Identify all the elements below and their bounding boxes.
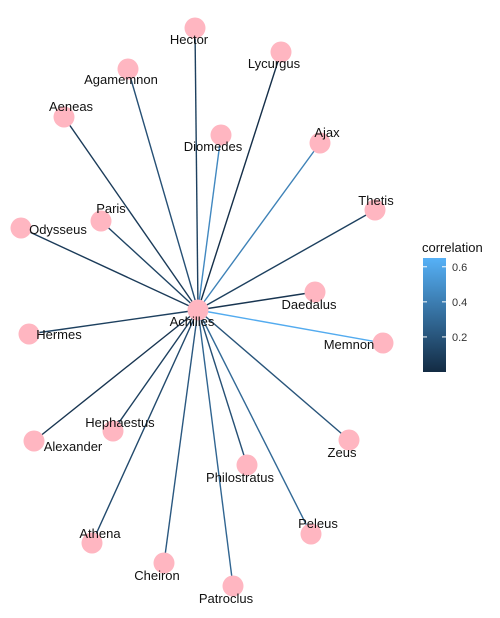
node-diomedes xyxy=(210,124,232,146)
label-memnon: Memnon xyxy=(324,337,375,352)
node-cheiron xyxy=(153,552,175,574)
edge-achilles-zeus xyxy=(197,309,350,441)
node-lycurgus xyxy=(270,41,292,63)
label-achilles: Achilles xyxy=(170,314,215,329)
edge-achilles-alexander xyxy=(33,309,199,442)
label-peleus: Peleus xyxy=(298,516,338,531)
edge-achilles-hector xyxy=(194,27,199,311)
label-thetis: Thetis xyxy=(358,193,394,208)
edge-achilles-daedalus xyxy=(197,291,316,311)
edge-achilles-odysseus xyxy=(20,227,199,311)
label-athena: Athena xyxy=(79,526,121,541)
label-hephaestus: Hephaestus xyxy=(85,415,155,430)
label-patroclus: Patroclus xyxy=(199,591,254,606)
label-hector: Hector xyxy=(170,32,209,47)
label-agamemnon: Agamemnon xyxy=(84,72,158,87)
edge-achilles-agamemnon xyxy=(127,68,199,311)
legend-tick-label: 0.4 xyxy=(452,297,467,309)
node-alexander xyxy=(23,430,45,452)
legend-colorbar xyxy=(423,258,446,372)
node-hermes xyxy=(18,323,40,345)
nodes-layer xyxy=(10,17,394,597)
label-ajax: Ajax xyxy=(314,125,340,140)
node-athena xyxy=(81,532,103,554)
legend-ticks: 0.2 0.4 0.6 xyxy=(423,262,467,344)
label-zeus: Zeus xyxy=(328,445,357,460)
node-philostratus xyxy=(236,454,258,476)
node-agamemnon xyxy=(117,58,139,80)
node-hephaestus xyxy=(102,420,124,442)
edge-achilles-hermes xyxy=(28,309,199,335)
node-achilles xyxy=(187,299,209,321)
node-thetis xyxy=(364,199,386,221)
node-peleus xyxy=(300,523,322,545)
label-philostratus: Philostratus xyxy=(206,470,274,485)
edge-achilles-cheiron xyxy=(163,309,199,564)
edge-achilles-athena xyxy=(91,309,199,544)
labels-layer: Hector Lycurgus Agamemnon Aeneas Diomedes Aja… xyxy=(29,32,394,606)
edge-achilles-ajax xyxy=(197,142,321,311)
edge-achilles-memnon xyxy=(197,309,384,344)
edge-achilles-paris xyxy=(100,220,199,311)
label-cheiron: Cheiron xyxy=(134,568,180,583)
label-diomedes: Diomedes xyxy=(184,139,243,154)
edge-achilles-thetis xyxy=(197,209,376,311)
node-patroclus xyxy=(222,575,244,597)
edge-achilles-aeneas xyxy=(63,116,199,311)
legend-tick-label: 0.6 xyxy=(452,262,467,274)
label-daedalus: Daedalus xyxy=(282,297,337,312)
node-ajax xyxy=(309,132,331,154)
edge-achilles-lycurgus xyxy=(197,51,282,311)
edges-layer xyxy=(20,27,384,587)
edge-achilles-peleus xyxy=(197,309,312,535)
label-hermes: Hermes xyxy=(36,327,82,342)
node-memnon xyxy=(372,332,394,354)
node-daedalus xyxy=(304,281,326,303)
label-odysseus: Odysseus xyxy=(29,222,87,237)
node-odysseus xyxy=(10,217,32,239)
label-aeneas: Aeneas xyxy=(49,99,94,114)
edge-achilles-philostratus xyxy=(197,309,248,466)
node-aeneas xyxy=(53,106,75,128)
edge-achilles-patroclus xyxy=(197,309,234,587)
node-zeus xyxy=(338,429,360,451)
label-lycurgus: Lycurgus xyxy=(248,56,301,71)
legend: correlation 0.2 0.4 0.6 xyxy=(422,240,483,372)
edge-achilles-hephaestus xyxy=(112,309,199,432)
label-alexander: Alexander xyxy=(44,439,103,454)
edge-achilles-diomedes xyxy=(197,134,222,311)
label-paris: Paris xyxy=(96,201,126,216)
legend-title: correlation xyxy=(422,240,483,255)
node-hector xyxy=(184,17,206,39)
legend-tick-label: 0.2 xyxy=(452,332,467,344)
node-paris xyxy=(90,210,112,232)
